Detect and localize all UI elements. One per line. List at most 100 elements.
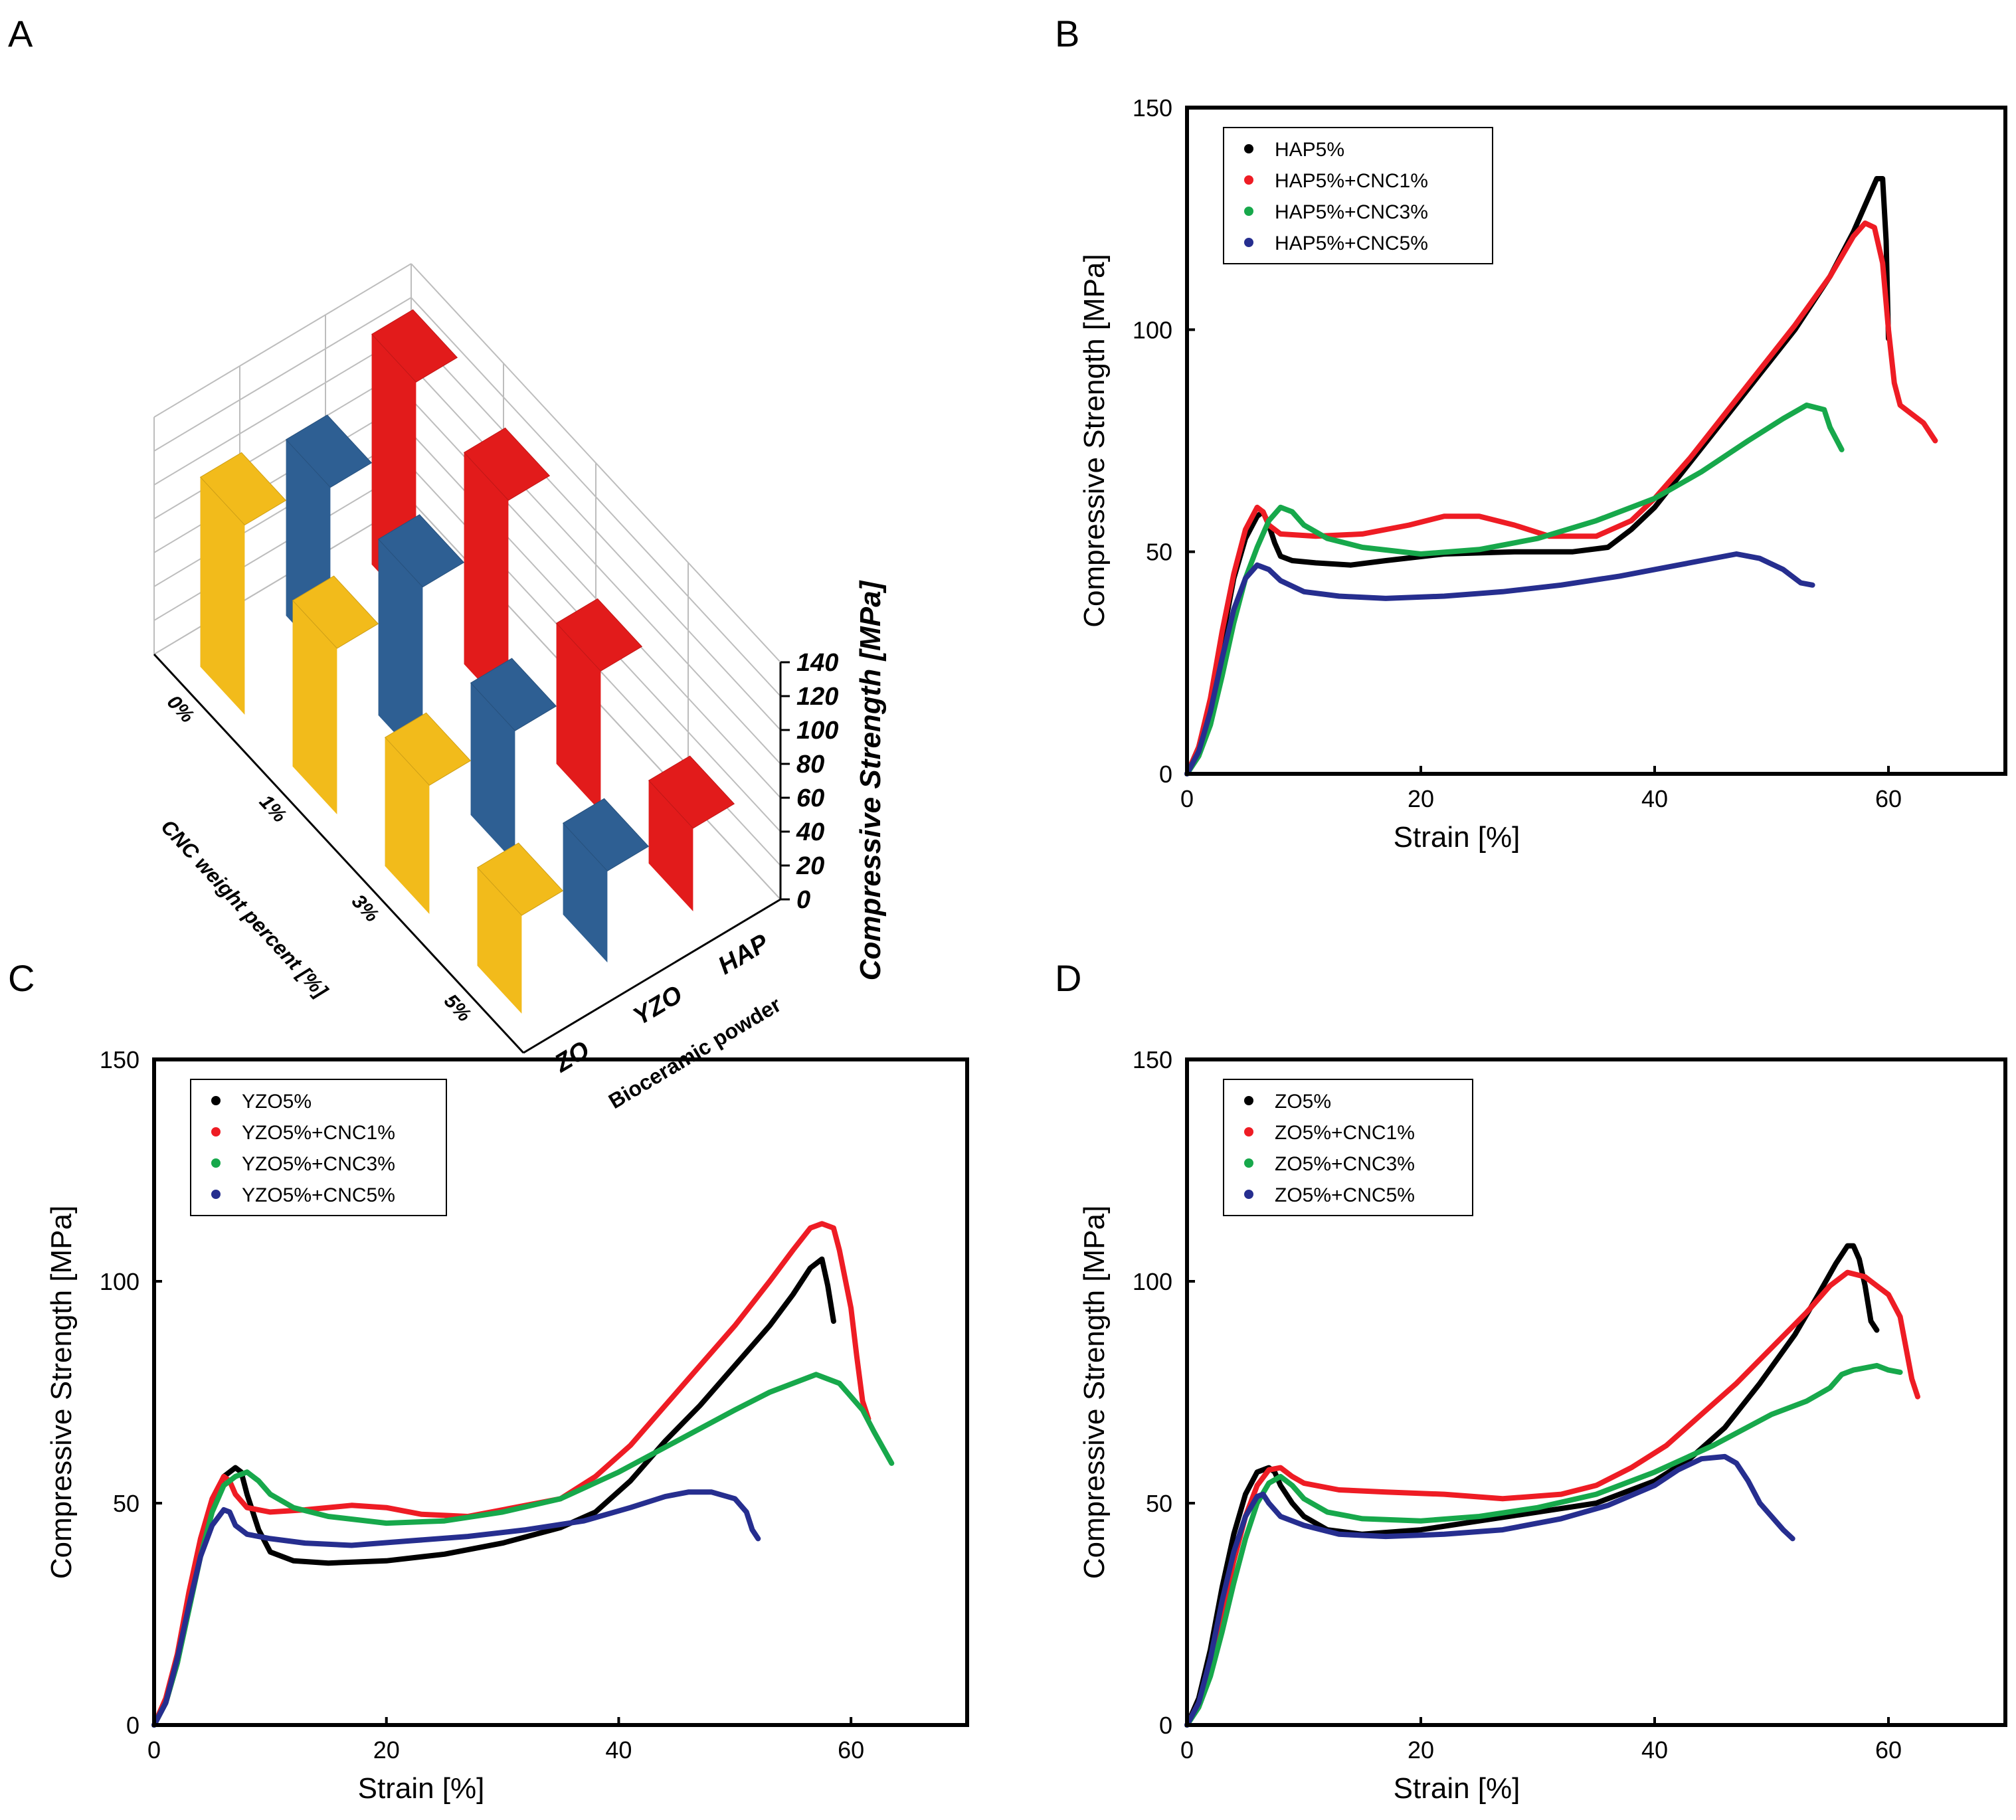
b-legend-box [1223, 127, 1493, 264]
d-legend-marker [1244, 1158, 1253, 1168]
a-gridline-left-wall [153, 432, 412, 587]
b-x-axis-title: Strain [%] [1394, 821, 1520, 854]
b-legend-label: HAP5%+CNC3% [1275, 201, 1428, 223]
b-legend-marker [1244, 238, 1253, 247]
chart-a-3d-bars: 0 20 40 60 80 100 120 140 Compressive Strength … [153, 263, 887, 1113]
a-bar-zo-0pct [199, 452, 287, 715]
a-bar-hap-1pct-front-face [464, 452, 509, 712]
a-ztick-label: 0 [796, 886, 810, 914]
a-bars [199, 309, 735, 1014]
c-x-axis-title: Strain [%] [358, 1772, 485, 1805]
a-bar-yzo-1pct [377, 514, 465, 763]
a-bar-hap-0pct-top-face [371, 309, 458, 383]
d-legend-marker [1244, 1190, 1253, 1199]
c-legend-marker [211, 1127, 221, 1137]
a-gridline-left-wall [153, 500, 412, 655]
b-legend-label: HAP5%+CNC1% [1275, 170, 1428, 192]
c-legend-marker [211, 1096, 221, 1105]
panel-label-c: C [8, 957, 35, 999]
a-bar-yzo-5pct-front-face [563, 823, 608, 962]
a-z-ticks: 0 20 40 60 80 100 120 140 [779, 649, 838, 914]
c-ytick-label: 100 [100, 1268, 139, 1295]
d-ytick-label: 150 [1133, 1046, 1172, 1073]
d-legend-label: ZO5% [1275, 1091, 1331, 1113]
c-ytick-label: 150 [100, 1046, 139, 1073]
a-gridline-left-wall [153, 399, 412, 553]
c-legend-label: YZO5% [242, 1091, 312, 1113]
a-gridline-left-wall [153, 365, 412, 519]
b-legend-label: HAP5% [1275, 139, 1344, 161]
a-ztick-label: 60 [796, 784, 824, 812]
a-gridline-left-wall [153, 263, 412, 418]
a-gridline-left-wall [153, 466, 412, 621]
c-series-line-4 [151, 1489, 761, 1728]
a-bar-hap-3pct-front-face [556, 623, 601, 812]
b-xtick-label: 0 [1180, 785, 1194, 812]
a-bar-zo-5pct-top-face [476, 842, 564, 916]
b-series-line-2 [1184, 220, 1938, 776]
a-bar-zo-1pct-front-face [292, 600, 337, 814]
b-ytick-label: 150 [1133, 94, 1172, 122]
c-legend-marker [211, 1190, 221, 1199]
a-bar-zo-0pct-top-face [199, 452, 287, 526]
d-xtick-label: 20 [1408, 1736, 1434, 1764]
a-gridline-left-wall [153, 331, 412, 486]
a-bar-yzo-0pct-top-face [285, 414, 373, 488]
a-bar-hap-3pct [555, 598, 643, 812]
a-x-axis-line [153, 653, 525, 1054]
d-series-line-1 [1184, 1243, 1880, 1728]
a-bar-hap-5pct-front-face [648, 780, 693, 911]
a-bar-yzo-5pct-top-face [562, 798, 650, 871]
a-bar-yzo-3pct [470, 658, 557, 863]
b-plot-frame [1185, 106, 2007, 776]
a-ztick-label: 140 [796, 649, 838, 677]
a-gridline-left-wall [153, 297, 412, 452]
c-ytick-label: 50 [113, 1490, 139, 1517]
a-ztick-label: 20 [796, 852, 824, 880]
c-xtick-label: 0 [147, 1736, 161, 1764]
d-y-axis-title: Compressive Strength [MPa] [1078, 1206, 1111, 1579]
chart-d-zo: 0 50 100 150 0 20 40 60 Strain [%] Compressive St… [1078, 1046, 2007, 1805]
d-series-line-4 [1184, 1453, 1795, 1728]
d-xtick-label: 60 [1875, 1736, 1902, 1764]
c-plot-frame [152, 1057, 969, 1727]
c-legend-label: YZO5%+CNC1% [242, 1122, 395, 1144]
d-legend-label: ZO5%+CNC5% [1275, 1184, 1415, 1206]
a-bar-zo-3pct [384, 712, 472, 914]
a-bar-zo-3pct-front-face [385, 737, 430, 914]
a-bar-yzo-1pct-top-face [377, 514, 465, 588]
a-ztick-label: 100 [796, 717, 838, 745]
d-legend-marker [1244, 1127, 1253, 1137]
b-series-line-3 [1184, 403, 1845, 776]
b-y-axis-title: Compressive Strength [MPa] [1078, 254, 1111, 627]
c-xtick-label: 40 [605, 1736, 632, 1764]
a-z-axis-title: Compressive Strength [MPa] [854, 580, 887, 980]
c-xtick-label: 20 [373, 1736, 400, 1764]
c-legend-marker [211, 1158, 221, 1168]
a-bar-zo-1pct-top-face [292, 575, 379, 649]
c-legend-label: YZO5%+CNC3% [242, 1153, 395, 1175]
b-series-line-4 [1184, 551, 1815, 776]
a-ztick-label: 40 [796, 818, 824, 846]
a-bar-zo-5pct-front-face [477, 867, 522, 1014]
d-plot-frame [1185, 1057, 2007, 1727]
a-ztick-label: 120 [796, 683, 838, 711]
a-bar-yzo-3pct-top-face [470, 658, 557, 731]
b-legend-marker [1244, 207, 1253, 216]
d-legend-box [1223, 1079, 1473, 1216]
chart-c-yzo: 0 50 100 150 0 20 40 60 Strain [%] Compressive St… [45, 1046, 969, 1805]
b-legend-marker [1244, 175, 1253, 185]
d-xtick-label: 0 [1180, 1736, 1194, 1764]
a-bar-hap-5pct [648, 755, 735, 911]
panel-label-d: D [1055, 957, 1081, 999]
b-legend-marker [1244, 144, 1253, 153]
b-xtick-label: 40 [1641, 785, 1668, 812]
c-legend-box [190, 1079, 447, 1216]
chart-b-hap: 0 50 100 150 0 20 40 60 Strain [%] Compressive St… [1078, 94, 2007, 854]
panel-label-a: A [8, 13, 33, 54]
a-bar-hap-1pct [463, 427, 551, 712]
d-legend-marker [1244, 1096, 1253, 1105]
d-legend-label: ZO5%+CNC1% [1275, 1122, 1415, 1144]
panel-label-b: B [1055, 13, 1079, 54]
